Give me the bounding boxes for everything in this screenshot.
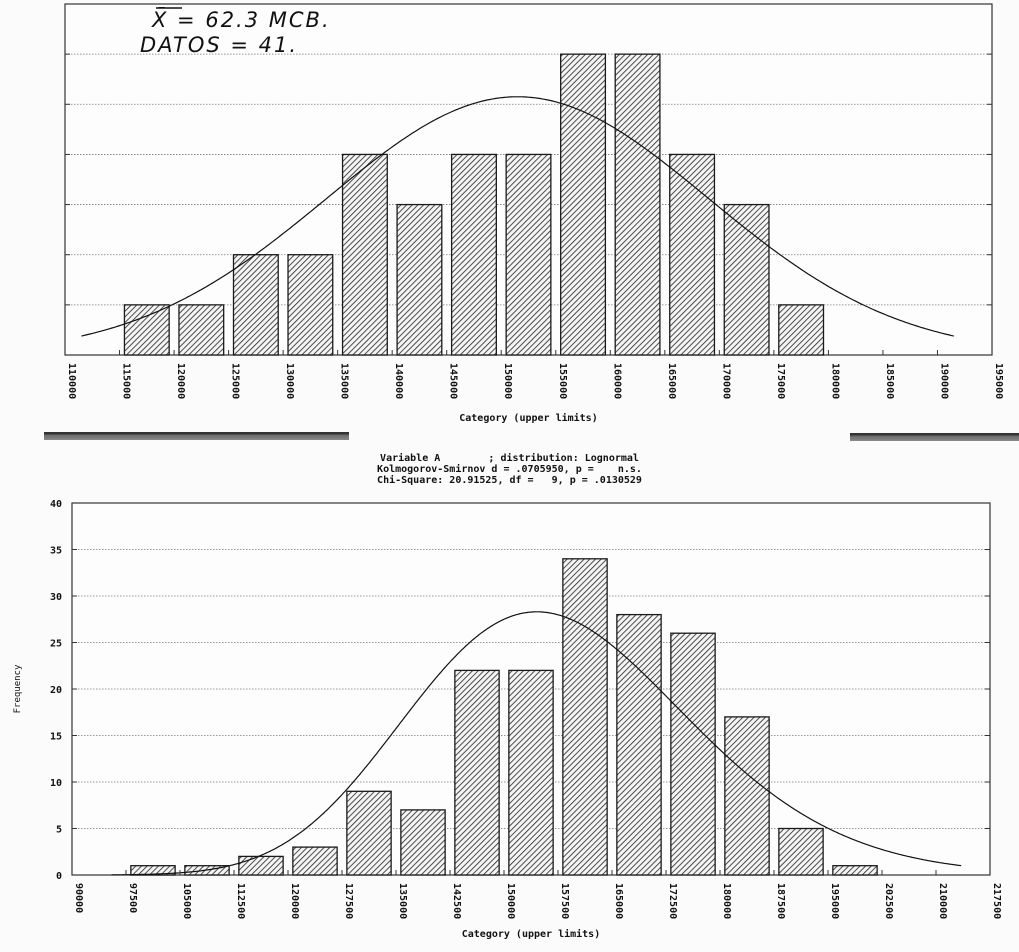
y-tick-label: 20 — [50, 685, 62, 696]
stats-ks-line: Kolmogorov-Smirnov d = .0705950, p = n.s… — [377, 464, 642, 475]
histogram-bar — [341, 153, 388, 356]
x-axis-title: Category (upper limits) — [459, 412, 597, 424]
histogram-bar — [400, 809, 446, 876]
handwritten-mean-annotation: X̄ = 62.3 MCB. — [151, 7, 331, 32]
fitted-curve — [111, 611, 962, 876]
histogram-bar — [287, 254, 334, 356]
x-tick-label: 125000 — [230, 363, 241, 399]
histogram-bar — [238, 855, 284, 876]
histogram-bar — [450, 153, 497, 356]
x-tick-label: 135000 — [339, 363, 350, 399]
y-tick-label: 15 — [50, 732, 62, 743]
x-tick-label: 90000 — [73, 883, 84, 913]
x-axis-title: Category (upper limits) — [462, 928, 600, 940]
x-tick-label: 190000 — [938, 363, 949, 399]
x-tick-label: 210000 — [937, 883, 948, 919]
y-tick-label: 40 — [50, 499, 62, 510]
histogram-bar — [562, 558, 608, 876]
x-tick-label: 112500 — [235, 883, 246, 919]
histogram-bar — [292, 846, 338, 876]
x-tick-label: 140000 — [393, 363, 404, 399]
x-tick-label: 195000 — [829, 883, 840, 919]
histogram-bar — [724, 716, 770, 876]
histogram-bar — [616, 613, 662, 876]
x-tick-label: 172500 — [667, 883, 678, 919]
histogram-bar — [396, 203, 443, 356]
x-tick-label: 180000 — [829, 363, 840, 399]
scan-artifact-right — [850, 433, 1019, 441]
x-tick-label: 150000 — [505, 883, 516, 919]
histogram-bar — [669, 153, 716, 356]
x-tick-label: 175000 — [775, 363, 786, 399]
histogram-bar — [123, 304, 170, 356]
histogram-bar — [232, 254, 279, 356]
histogram-bar — [778, 827, 824, 876]
y-axis-title: Frequency — [13, 664, 23, 713]
x-tick-label: 195000 — [993, 363, 1004, 399]
x-tick-label: 217500 — [991, 883, 1002, 919]
histogram-bar — [723, 203, 770, 356]
histogram-bar — [346, 790, 392, 876]
y-tick-label: 5 — [56, 825, 62, 836]
x-tick-label: 145000 — [448, 363, 459, 399]
x-tick-label: 130000 — [284, 363, 295, 399]
histogram-bar — [778, 304, 825, 356]
x-tick-label: 160000 — [611, 363, 622, 399]
scan-artifact-left — [44, 432, 349, 440]
bottom-histogram: 90000 97500 105000 112500 120000 127500 135000… — [13, 499, 1002, 940]
histogram-bar — [505, 153, 552, 356]
x-tick-label: 97500 — [127, 883, 138, 913]
x-tick-label: 165000 — [613, 883, 624, 919]
x-tick-label: 150000 — [502, 363, 513, 399]
histogram-bar — [178, 304, 225, 356]
x-tick-label: 120000 — [289, 883, 300, 919]
x-tick-label: 110000 — [66, 363, 77, 399]
y-tick-label: 35 — [50, 546, 62, 557]
histogram-bar — [614, 53, 661, 356]
x-tick-label: 135000 — [397, 883, 408, 919]
x-tick-label: 142500 — [451, 883, 462, 919]
fitted-curve — [81, 96, 954, 337]
x-tick-label: 185000 — [884, 363, 895, 399]
x-tick-label: 180000 — [721, 883, 732, 919]
histogram-bar — [670, 632, 716, 876]
stats-variable-line: Variable A ; distribution: Lognormal — [380, 453, 639, 464]
handwritten-count-annotation: DATOS = 41. — [140, 33, 298, 57]
distribution-stats: Variable A ; distribution: Lognormal Kol… — [0, 453, 1019, 486]
y-tick-label: 30 — [50, 592, 62, 603]
x-tick-label: 165000 — [666, 363, 677, 399]
histogram-bar — [560, 53, 607, 356]
x-tick-label: 115000 — [121, 363, 132, 399]
histogram-bar — [454, 669, 500, 876]
top-histogram: 110000 115000 120000 125000 130000 135000 1400… — [64, 3, 1004, 424]
histogram-bar — [130, 865, 176, 876]
x-tick-label: 202500 — [883, 883, 894, 919]
x-tick-label: 105000 — [181, 883, 192, 919]
histogram-bar — [832, 865, 878, 876]
y-tick-label: 25 — [50, 639, 62, 650]
x-tick-label: 187500 — [775, 883, 786, 919]
x-tick-label: 155000 — [557, 363, 568, 399]
x-tick-label: 127500 — [343, 883, 354, 919]
x-tick-label: 120000 — [175, 363, 186, 399]
x-tick-label: 170000 — [720, 363, 731, 399]
y-tick-label: 10 — [50, 778, 62, 789]
x-tick-label: 157500 — [559, 883, 570, 919]
y-tick-label: 0 — [56, 871, 62, 882]
stats-chisq-line: Chi-Square: 20.91525, df = 9, p = .01305… — [377, 475, 642, 486]
histogram-bar — [508, 669, 554, 876]
